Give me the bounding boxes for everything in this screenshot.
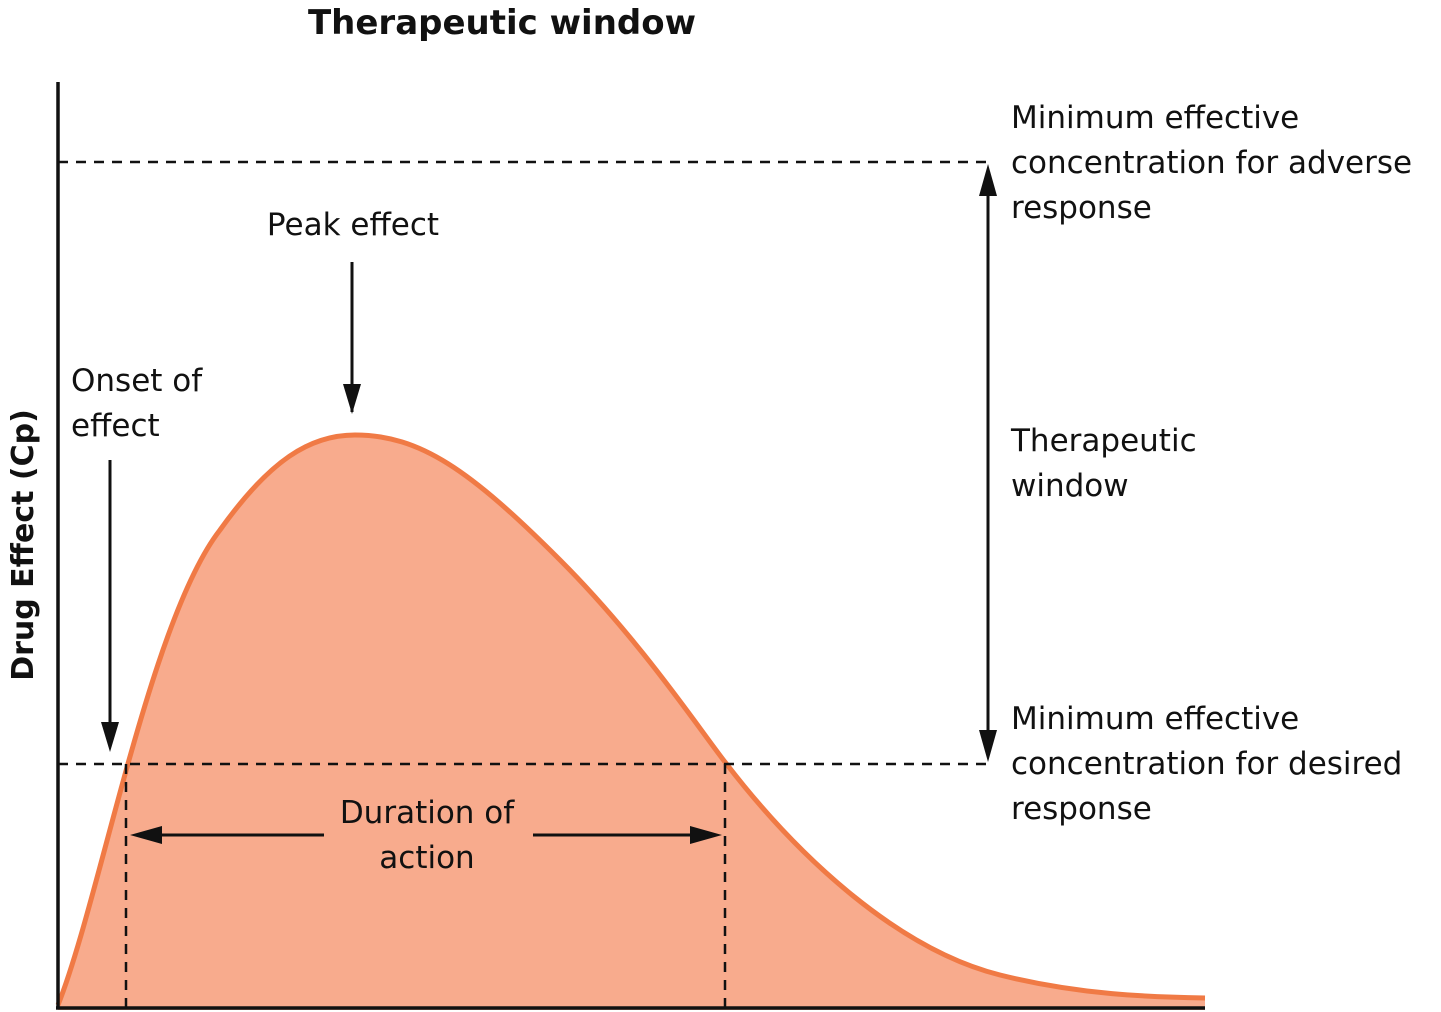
therapeutic-window-bottom-arrowhead — [979, 730, 997, 762]
duration-of-action-label-line1: Duration of — [340, 795, 515, 831]
mec-desired-label-line2: concentration for desired — [1011, 746, 1402, 782]
mec-adverse-label-line3: response — [1011, 190, 1152, 226]
mec-adverse-label-line2: concentration for adverse — [1011, 145, 1412, 181]
therapeutic-window-label-line1: Therapeutic — [1010, 423, 1197, 459]
mec-adverse-label-line1: Minimum effective — [1011, 100, 1299, 136]
duration-left-arrowhead — [130, 826, 162, 844]
onset-arrowhead — [101, 722, 119, 752]
mec-desired-label-line1: Minimum effective — [1011, 701, 1299, 737]
onset-of-effect-label-line1: Onset of — [71, 363, 203, 399]
concentration-curve-fill — [58, 435, 1205, 1010]
mec-desired-label-line3: response — [1011, 791, 1152, 827]
duration-right-arrowhead — [690, 826, 722, 844]
therapeutic-window-top-arrowhead — [979, 164, 997, 196]
peak-effect-arrowhead — [343, 384, 361, 414]
diagram-title: Therapeutic window — [308, 3, 696, 43]
peak-effect-label: Peak effect — [267, 207, 439, 243]
therapeutic-window-label-line2: window — [1011, 468, 1129, 504]
onset-of-effect-label-line2: effect — [71, 408, 160, 444]
concentration-curve — [55, 432, 1206, 1006]
y-axis-label: Drug Effect (Cp) — [6, 409, 41, 681]
duration-of-action-label-line2: action — [379, 840, 474, 876]
